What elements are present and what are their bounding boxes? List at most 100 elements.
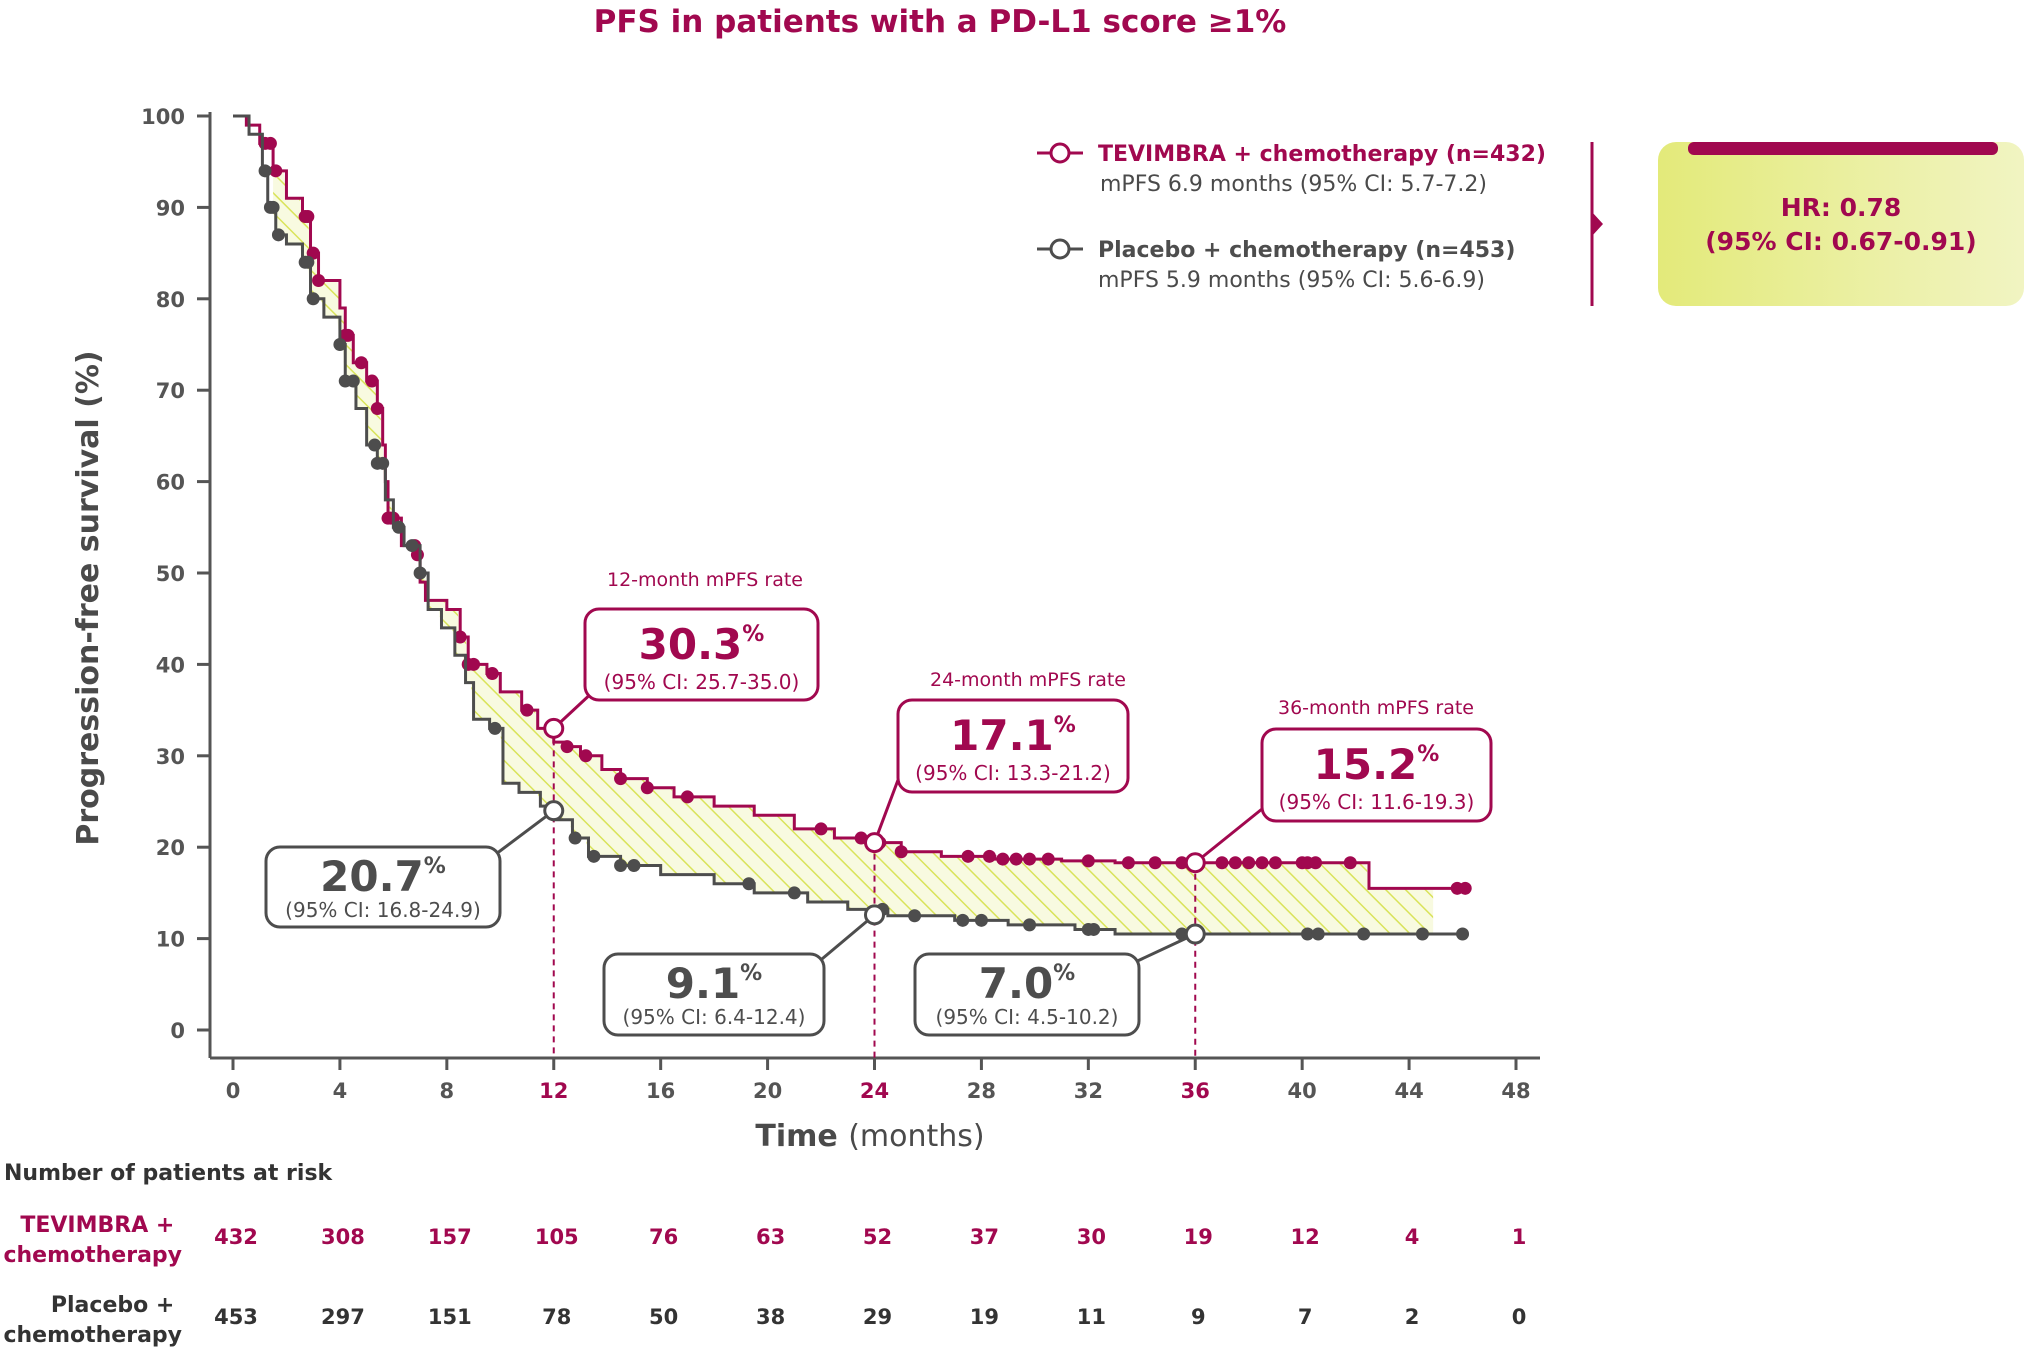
pla-callout-box [602,952,826,1037]
censor-mark [742,877,756,891]
risk-value: 50 [649,1305,678,1329]
censor-mark [341,328,355,342]
censor-mark [961,849,975,863]
censor-mark [271,228,285,242]
legend-tevimbra-name: TEVIMBRA + chemotherapy (n=432) [1098,142,1546,167]
x-tick-label: 8 [440,1079,455,1103]
risk-value: 76 [649,1225,678,1249]
censor-mark [1343,856,1357,870]
tev-point-24 [864,832,885,854]
x-tick-label: 32 [1074,1079,1103,1103]
risk-row-label-tevimbra: TEVIMBRA + chemotherapy [3,1213,182,1268]
rate-label-36: 36-month mPFS rate [1278,697,1474,719]
connector-pla-36 [1130,932,1196,966]
rate-label-24: 24-month mPFS rate [930,669,1126,691]
censor-mark [908,909,922,923]
callout-boxes: 12-month mPFS rate 30.3%(95% CI: 25.7-35.… [264,569,1493,1037]
censor-mark [1023,918,1037,932]
censor-mark [269,164,283,178]
censor-mark [996,852,1010,866]
censor-mark [405,539,419,553]
hr-ci: (95% CI: 0.67-0.91) [1705,227,1976,256]
censor-mark [1009,852,1023,866]
risk-value: 157 [428,1225,472,1249]
legend-marker-placebo [1037,238,1083,260]
x-tick-label: 44 [1394,1079,1423,1103]
tev-rate-value: 30.3% [639,620,765,669]
rate-label-12: 12-month mPFS rate [607,569,803,591]
censor-mark [392,520,406,534]
risk-value: 11 [1077,1305,1106,1329]
censor-mark [640,781,654,795]
pla-callout-24: 9.1%(95% CI: 6.4-12.4) [602,952,826,1037]
legend-placebo-median: mPFS 5.9 months (95% CI: 5.6-6.9) [1098,268,1485,293]
x-tick-label: 16 [646,1079,675,1103]
censor-mark [1041,852,1055,866]
censor-mark [1215,856,1229,870]
legend: TEVIMBRA + chemotherapy (n=432) mPFS 6.9… [1037,142,1546,293]
censor-mark [579,749,593,763]
tev-callout-box [1260,727,1493,823]
censor-mark [368,438,382,452]
risk-value: 9 [1191,1305,1206,1329]
risk-value: 151 [428,1305,472,1329]
connector-pla-24 [815,913,876,966]
risk-value: 308 [321,1225,365,1249]
x-axis-label: Time (months) [755,1119,984,1154]
tev-callout-12: 30.3%(95% CI: 25.7-35.0) [583,607,820,702]
legend-placebo-name: Placebo + chemotherapy (n=453) [1098,238,1515,263]
censor-mark [627,858,641,872]
tev-rate-value: 17.1% [950,711,1076,760]
censor-mark [894,845,908,859]
censor-mark [568,831,582,845]
tev-rate-ci: (95% CI: 11.6-19.3) [1279,790,1475,814]
censor-mark [1255,856,1269,870]
y-tick-label: 50 [156,562,185,586]
pla-callout-36: 7.0%(95% CI: 4.5-10.2) [913,952,1141,1037]
censor-mark [1357,927,1371,941]
censor-mark [376,456,390,470]
censor-mark [266,200,280,214]
pla-point-24 [864,904,885,926]
censor-mark [1148,856,1162,870]
censor-mark [258,164,272,178]
risk-value: 37 [970,1225,999,1249]
y-axis-label: Progression-free survival (%) [71,350,106,845]
censor-mark [1175,856,1189,870]
censor-mark [301,255,315,269]
placebo-series [233,114,1470,941]
tev-callout-box [896,698,1130,794]
tev-point-36 [1184,852,1206,874]
connector-tev-24 [873,779,900,844]
censor-mark [1309,856,1323,870]
risk-value: 453 [214,1305,258,1329]
censor-mark [354,356,368,370]
censor-mark [1456,927,1470,941]
censor-mark [1301,927,1315,941]
censor-mark [301,210,315,224]
y-tick-label: 60 [156,471,185,495]
tev-callout-box [583,607,820,702]
censor-mark [453,630,467,644]
censor-mark [1415,927,1429,941]
risk-value: 7 [1298,1305,1313,1329]
risk-value: 4 [1405,1225,1420,1249]
tev-callout-36: 15.2%(95% CI: 11.6-19.3) [1260,727,1493,823]
tev-rate-ci: (95% CI: 13.3-21.2) [915,761,1111,785]
censor-mark [1087,922,1101,936]
pla-callout-box [913,952,1141,1037]
risk-table-heading: Number of patients at risk [4,1161,334,1186]
censor-mark [1228,856,1242,870]
pla-rate-value: 7.0% [979,959,1075,1008]
risk-value: 12 [1291,1225,1320,1249]
censor-mark [974,913,988,927]
pla-point-12 [543,800,565,822]
censor-mark [1121,856,1135,870]
risk-value: 29 [863,1305,892,1329]
censor-mark [1458,881,1472,895]
x-tick-label: 36 [1181,1079,1210,1103]
censor-mark [333,338,347,351]
y-tick-label: 10 [156,928,185,952]
risk-value: 19 [970,1305,999,1329]
connector-tev-36 [1194,807,1263,864]
